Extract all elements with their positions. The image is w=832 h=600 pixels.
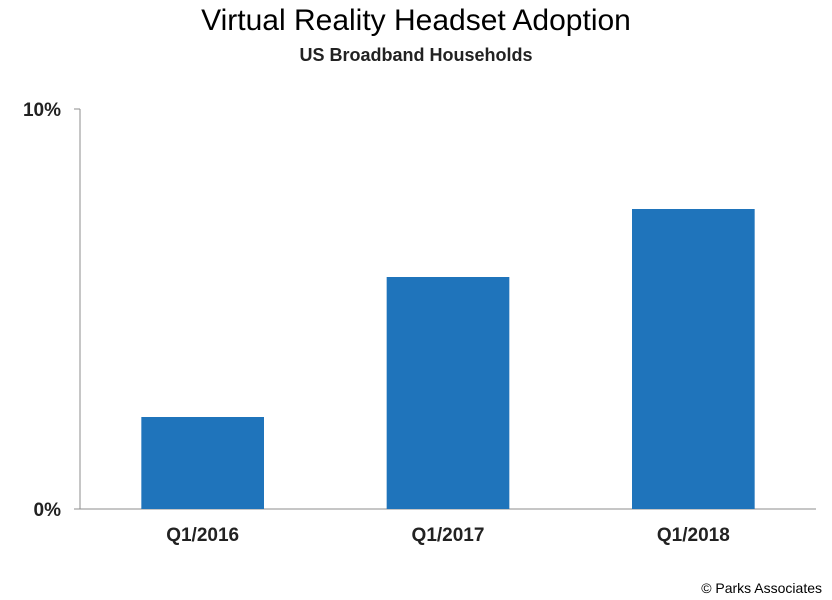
source-credit: © Parks Associates [701, 580, 822, 596]
y-tick-label: 10% [23, 100, 61, 121]
x-axis: Q1/2016 Q1/2017 Q1/2018 [80, 508, 816, 546]
x-tick-label: Q1/2016 [166, 525, 239, 546]
x-tick-label: Q1/2018 [657, 525, 730, 546]
bars [141, 209, 755, 509]
bar [141, 417, 264, 509]
x-tick-label: Q1/2017 [412, 525, 485, 546]
bar [386, 277, 510, 509]
chart-title: Virtual Reality Headset Adoption [201, 4, 631, 37]
chart-subtitle: US Broadband Households [299, 45, 533, 65]
bar [632, 209, 755, 509]
y-tick-label: 0% [34, 500, 62, 521]
y-axis: 0% 10% [23, 100, 81, 521]
